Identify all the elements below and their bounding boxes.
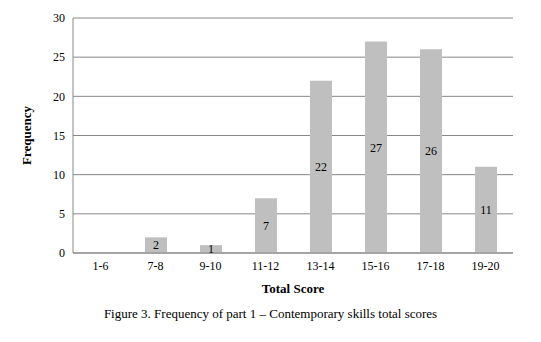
svg-text:20: 20 <box>53 90 65 104</box>
svg-text:19-20: 19-20 <box>472 259 500 273</box>
svg-text:13-14: 13-14 <box>307 259 335 273</box>
svg-text:11-12: 11-12 <box>252 259 280 273</box>
svg-text:22: 22 <box>315 160 327 174</box>
svg-text:1: 1 <box>208 242 214 256</box>
svg-text:15-16: 15-16 <box>362 259 390 273</box>
svg-text:10: 10 <box>53 168 65 182</box>
svg-text:0: 0 <box>59 246 65 260</box>
svg-text:Frequency: Frequency <box>19 106 34 165</box>
svg-text:27: 27 <box>370 141 382 155</box>
svg-text:15: 15 <box>53 129 65 143</box>
svg-text:9-10: 9-10 <box>200 259 222 273</box>
svg-text:7-8: 7-8 <box>148 259 164 273</box>
svg-text:2: 2 <box>153 238 159 252</box>
svg-text:7: 7 <box>263 219 269 233</box>
svg-text:11: 11 <box>480 203 492 217</box>
svg-text:25: 25 <box>53 50 65 64</box>
html-text:Figure 3. Frequency of part 1: Figure 3. Frequency of part 1 – Contempo… <box>103 306 438 321</box>
svg-text:26: 26 <box>425 144 437 158</box>
svg-text:30: 30 <box>53 11 65 25</box>
svg-text:Total Score: Total Score <box>262 281 325 296</box>
svg-text:17-18: 17-18 <box>417 259 445 273</box>
svg-text:1-6: 1-6 <box>93 259 109 273</box>
svg-text:5: 5 <box>59 207 65 221</box>
